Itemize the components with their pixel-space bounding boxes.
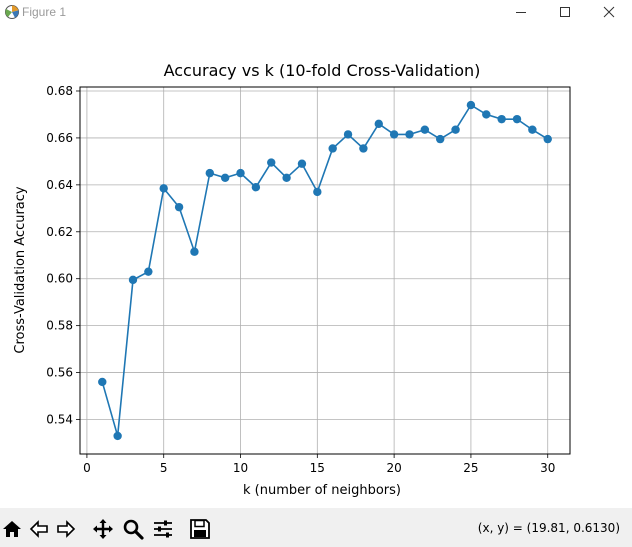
data-point	[190, 247, 199, 256]
line-chart: Accuracy vs k (10-fold Cross-Validation)…	[0, 24, 632, 508]
x-tick-label: 5	[160, 461, 168, 475]
x-tick-label: 0	[83, 461, 91, 475]
home-icon	[3, 521, 21, 537]
data-point	[236, 168, 245, 178]
data-point	[497, 114, 506, 124]
y-tick-label: 0.64	[46, 178, 73, 192]
window-titlebar: Figure 1	[0, 0, 632, 24]
zoom-button[interactable]	[121, 517, 145, 541]
minimize-icon	[516, 12, 526, 13]
window-title: Figure 1	[22, 5, 67, 19]
data-point	[297, 159, 307, 168]
data-point	[436, 134, 445, 144]
save-button[interactable]	[188, 517, 212, 541]
chart-title: Accuracy vs k (10-fold Cross-Validation)	[164, 61, 481, 80]
y-tick-label: 0.60	[46, 272, 73, 286]
pan-button[interactable]	[91, 517, 115, 541]
close-icon	[603, 6, 615, 18]
data-point	[282, 173, 291, 183]
data-point	[405, 130, 414, 139]
data-point	[420, 125, 430, 134]
axes-frame	[79, 86, 571, 455]
data-point	[313, 187, 322, 197]
data-point	[543, 134, 552, 144]
forward-button[interactable]	[54, 517, 78, 541]
data-point	[113, 431, 122, 441]
data-point	[128, 275, 138, 285]
minimize-button[interactable]	[498, 0, 544, 24]
cursor-coordinates: (x, y) = (19.81, 0.6130)	[477, 521, 620, 535]
y-tick-label: 0.68	[46, 84, 73, 98]
data-point	[528, 125, 537, 134]
forward-arrow-icon	[57, 520, 76, 538]
data-point	[482, 110, 491, 119]
data-point	[359, 144, 368, 153]
data-point	[251, 182, 261, 192]
y-tick-label: 0.54	[46, 413, 73, 427]
x-tick-label: 20	[386, 461, 401, 475]
y-tick-label: 0.62	[46, 225, 73, 239]
data-point	[174, 202, 184, 212]
data-point	[328, 144, 337, 153]
navigation-toolbar: (x, y) = (19.81, 0.6130)	[0, 508, 632, 547]
home-button[interactable]	[0, 517, 24, 541]
x-tick-label: 15	[310, 461, 325, 475]
data-point	[267, 158, 276, 167]
figure-background	[0, 24, 632, 508]
data-point	[389, 130, 399, 139]
zoom-magnifier-icon	[123, 519, 144, 540]
maximize-button[interactable]	[542, 0, 588, 24]
pan-move-icon	[93, 519, 113, 539]
back-button[interactable]	[27, 517, 51, 541]
x-axis-label: k (number of neighbors)	[243, 483, 401, 498]
matplotlib-figure-icon	[5, 5, 19, 19]
x-tick-label: 30	[540, 461, 555, 475]
configure-subplots-button[interactable]	[151, 517, 175, 541]
data-point	[205, 168, 214, 178]
x-tick-label: 25	[463, 461, 478, 475]
figure-canvas[interactable]: Accuracy vs k (10-fold Cross-Validation)…	[0, 24, 632, 508]
configure-subplots-icon	[154, 520, 172, 538]
data-point	[512, 114, 522, 124]
data-point	[144, 267, 153, 276]
y-tick-label: 0.66	[46, 131, 73, 145]
x-tick-label: 10	[233, 461, 248, 475]
save-floppy-icon	[190, 519, 210, 539]
data-point	[451, 125, 460, 134]
y-axis-label: Cross-Validation Accuracy	[13, 186, 28, 354]
data-point	[220, 173, 230, 183]
maximize-icon	[560, 7, 570, 17]
data-point	[466, 100, 476, 110]
y-tick-label: 0.56	[46, 366, 73, 380]
y-tick-label: 0.58	[46, 319, 73, 333]
data-point	[343, 130, 353, 139]
data-point	[98, 377, 107, 387]
data-point	[374, 119, 383, 129]
data-point	[159, 184, 168, 193]
close-button[interactable]	[586, 0, 632, 24]
back-arrow-icon	[29, 520, 48, 538]
